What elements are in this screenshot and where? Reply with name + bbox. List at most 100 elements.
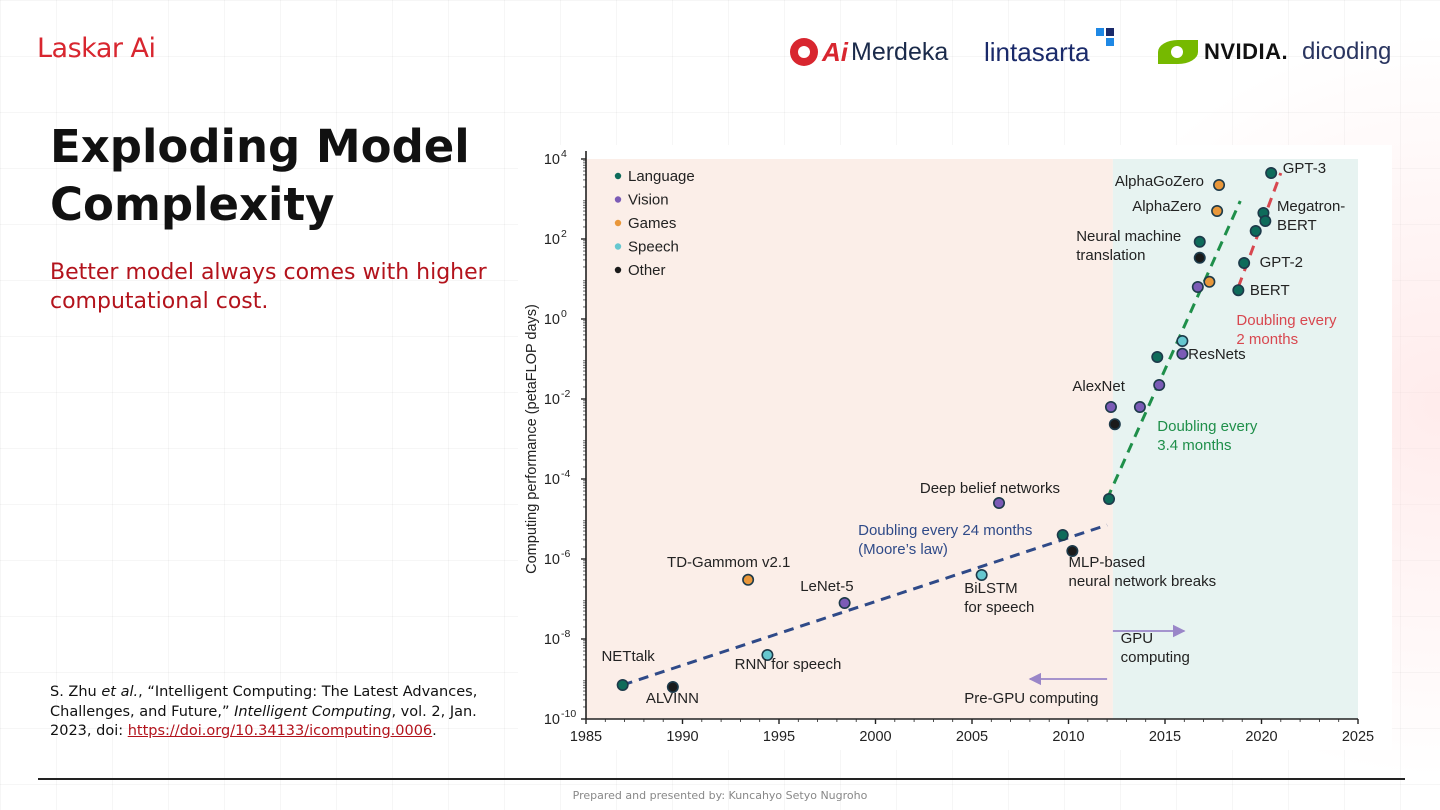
- nvidia-logo-text: NVIDIA.: [1204, 39, 1289, 64]
- y-tick-exponent: -2: [561, 388, 570, 400]
- data-point: [1108, 418, 1121, 431]
- legend-marker: [614, 196, 622, 203]
- data-point: [1151, 351, 1164, 364]
- annotation-rnn: RNN for speech: [735, 656, 842, 673]
- annotation-gpt2: GPT-2: [1260, 254, 1303, 271]
- y-tick-exponent: 4: [561, 148, 567, 160]
- data-point: [1213, 178, 1226, 191]
- slide-subtitle: Better model always comes with higher co…: [50, 260, 487, 314]
- lintasarta-logo-text: lintasarta: [984, 36, 1090, 67]
- annotation-nettalk: NETtalk: [601, 648, 655, 665]
- annotation-mlp: MLP-based: [1069, 554, 1146, 571]
- y-axis-label: Computing performance (petaFLOP days): [524, 304, 540, 574]
- trend-line: [1105, 200, 1242, 500]
- legend-marker: [614, 266, 622, 274]
- annotation-doubling34: Doubling every: [1157, 418, 1258, 435]
- citation-details: , vol. 2, Jan. 2023, doi:: [50, 703, 477, 740]
- nvidia-eye-icon: [1158, 40, 1198, 64]
- y-tick-exponent: -6: [561, 548, 570, 560]
- chart-container: 1985 1990 1995 2000 2005 2010 2015 2020 2025 10 -1…: [518, 145, 1392, 750]
- x-tick-label: 2000: [859, 729, 891, 745]
- y-tick-exponent: 2: [561, 228, 567, 240]
- gpu-era-band: [1112, 159, 1358, 719]
- nvidia-logo: NVIDIA.: [1158, 30, 1288, 74]
- brand-logo: Laskar Ai: [37, 33, 156, 64]
- x-tick-label: 2015: [1149, 729, 1181, 745]
- citation-author: S. Zhu: [50, 684, 97, 700]
- x-tick-label: 2025: [1342, 729, 1374, 745]
- lintasarta-logo-icon: [1095, 28, 1114, 46]
- citation-article: , “Intelligent Computing: The Latest Adv…: [50, 684, 478, 720]
- annotation-alphazero: AlphaZero: [1132, 198, 1201, 215]
- annotation-dbn: Deep belief networks: [920, 480, 1060, 497]
- y-tick-label: 10: [544, 312, 560, 328]
- data-point: [1104, 400, 1117, 413]
- legend-marker: [614, 172, 622, 180]
- data-point: [1193, 251, 1206, 264]
- annotation-gpu: computing: [1121, 649, 1190, 666]
- data-point: [1203, 275, 1216, 288]
- aimerdeka-logo-prefix: Ai: [822, 36, 848, 67]
- y-tick-exponent: 0: [561, 308, 567, 320]
- data-point: [975, 568, 988, 581]
- citation-journal: Intelligent Computing: [234, 703, 392, 720]
- data-point: [1232, 284, 1245, 297]
- data-point: [1191, 281, 1204, 294]
- data-point: [616, 678, 629, 691]
- data-point: [1103, 492, 1116, 505]
- annotation-resnets: ResNets: [1188, 346, 1246, 363]
- annotation-moore: Doubling every 24 months: [858, 522, 1032, 539]
- y-tick-label: 10: [544, 392, 560, 408]
- y-tick-exponent: -8: [561, 628, 570, 640]
- footer-credit: Prepared and presented by: Kuncahyo Sety…: [572, 789, 868, 802]
- data-point: [1249, 225, 1262, 238]
- x-tick-label: 1995: [763, 729, 795, 745]
- y-tick-label: 10: [544, 552, 560, 568]
- dicoding-logo: dicoding: [1302, 30, 1391, 74]
- x-tick-label: 2010: [1052, 729, 1084, 745]
- data-point: [761, 648, 774, 661]
- aimerdeka-logo: Ai Merdeka: [790, 30, 948, 74]
- y-tick-exponent: -10: [561, 708, 576, 720]
- annotation-megatron: BERT: [1277, 217, 1317, 234]
- data-point: [742, 573, 755, 586]
- annotation-nmt: Neural machine: [1076, 228, 1181, 245]
- annotation-alvinn: ALVINN: [646, 690, 699, 707]
- annotation-gpt3: GPT-3: [1283, 160, 1326, 177]
- y-tick-label: 10: [544, 152, 560, 168]
- legend-label: Games: [628, 215, 676, 232]
- data-point: [1259, 215, 1272, 228]
- partner-logos: Ai Merdeka lintasarta NVIDIA. dicoding: [790, 28, 1410, 74]
- annotation-bert: BERT: [1250, 282, 1290, 299]
- x-tick-label: 1990: [666, 729, 698, 745]
- annotation-doubling2: Doubling every: [1236, 312, 1337, 329]
- y-tick-label: 10: [544, 472, 560, 488]
- y-tick-exponent: -4: [561, 468, 570, 480]
- annotation-gpu: GPU: [1121, 630, 1154, 647]
- data-point: [1211, 204, 1224, 217]
- annotation-pregpu: Pre-GPU computing: [964, 690, 1098, 707]
- trend-line: [622, 523, 1108, 687]
- annotation-bilstm: for speech: [964, 599, 1034, 616]
- data-point: [1176, 347, 1189, 360]
- data-point: [838, 596, 851, 609]
- citation-end: .: [432, 723, 437, 739]
- citation-doi-link[interactable]: https://doi.org/10.34133/icomputing.0006: [127, 723, 433, 739]
- lintasarta-logo: lintasarta: [984, 28, 1114, 74]
- citation-etal: et al.: [101, 684, 139, 700]
- x-tick-label: 1985: [570, 729, 602, 745]
- legend-label: Vision: [628, 192, 669, 209]
- annotation-mlp: neural network breaks: [1069, 573, 1217, 590]
- annotation-alexnet: AlexNet: [1072, 378, 1125, 395]
- data-point: [1265, 166, 1278, 179]
- annotation-tdgammon: TD-Gammom v2.1: [667, 554, 790, 571]
- data-point: [1238, 257, 1251, 270]
- data-point: [1066, 544, 1079, 557]
- dicoding-logo-text: dicoding: [1302, 38, 1392, 65]
- data-point: [1133, 400, 1146, 413]
- legend-label: Speech: [628, 239, 679, 256]
- slide-title: Exploding Model Complexity: [50, 120, 470, 231]
- data-point: [1153, 379, 1166, 392]
- legend-label: Language: [628, 168, 695, 185]
